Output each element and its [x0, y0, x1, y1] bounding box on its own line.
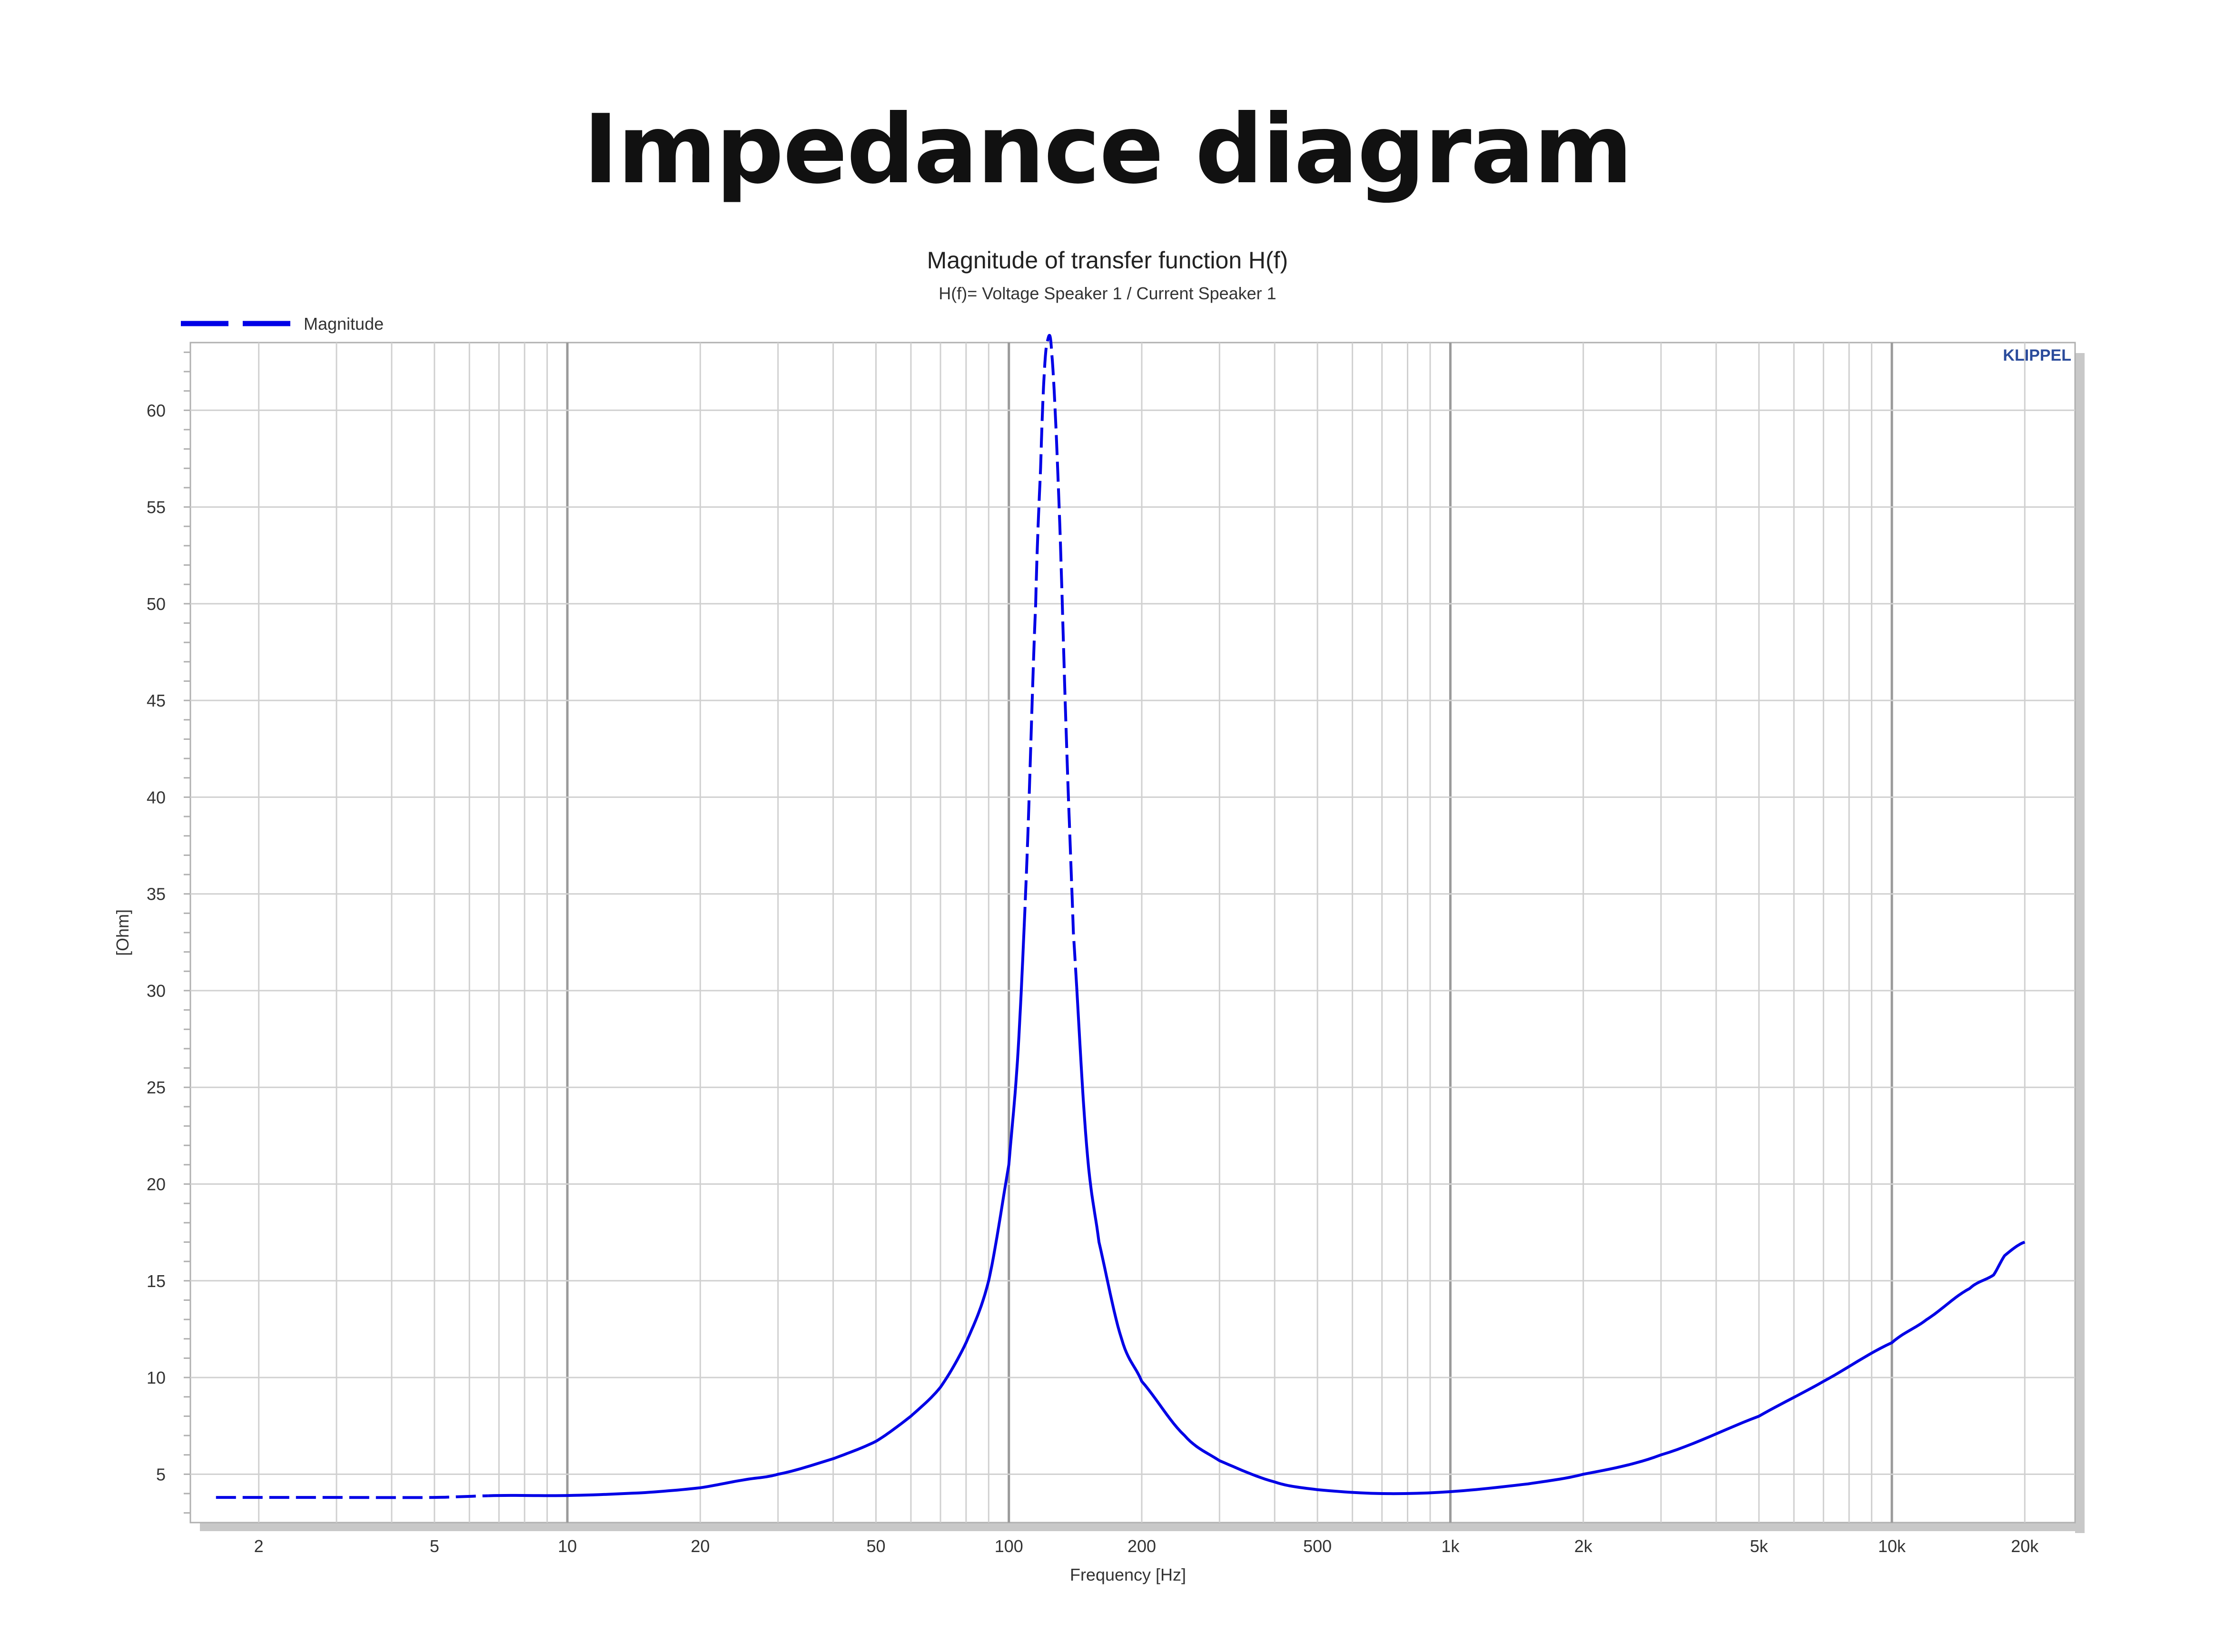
legend-label-magnitude: Magnitude — [304, 314, 384, 334]
plot-border — [189, 342, 2076, 1524]
series-magnitude-line — [488, 926, 1026, 1497]
y-tick-label: 15 — [147, 1271, 166, 1291]
legend: Magnitude — [181, 314, 384, 334]
x-tick-label: 20k — [2011, 1536, 2039, 1556]
y-tick-labels: 5 10 15 20 25 30 35 40 45 50 55 60 — [147, 401, 166, 1484]
x-tick-label: 5 — [430, 1536, 439, 1556]
minor-ticks — [184, 351, 190, 1514]
y-tick-label: 20 — [147, 1175, 166, 1194]
y-tick-label: 5 — [156, 1465, 166, 1484]
series-magnitude-line — [1075, 987, 2026, 1495]
x-tick-label: 10 — [558, 1536, 577, 1556]
y-axis-label: [Ohm] — [113, 909, 132, 956]
chart-subtitle: H(f)= Voltage Speaker 1 / Current Speake… — [939, 284, 1276, 303]
y-tick-label: 30 — [147, 981, 166, 1001]
series-magnitude-dashed — [216, 1494, 488, 1499]
x-tick-label: 5k — [1750, 1536, 1769, 1556]
grid-lines — [190, 343, 2075, 1523]
x-tick-label: 1k — [1441, 1536, 1460, 1556]
y-tick-label: 55 — [147, 498, 166, 517]
x-tick-label: 200 — [1127, 1536, 1156, 1556]
klippel-brand: KLIPPEL — [2003, 346, 2071, 364]
x-tick-label: 20 — [691, 1536, 710, 1556]
series-layer — [216, 334, 2026, 1499]
y-tick-label: 45 — [147, 691, 166, 710]
x-tick-label: 2k — [1574, 1536, 1593, 1556]
y-tick-label: 10 — [147, 1368, 166, 1387]
y-tick-label: 25 — [147, 1078, 166, 1097]
page-title: Impedance diagram — [583, 94, 1633, 205]
plot-shadow — [200, 353, 2085, 1533]
plot-area — [189, 342, 2076, 1524]
x-tick-label: 50 — [866, 1536, 885, 1556]
plot-shadow-bottom — [200, 1523, 2085, 1531]
x-tick-label: 10k — [1878, 1536, 1906, 1556]
x-tick-label: 500 — [1303, 1536, 1332, 1556]
y-tick-label: 60 — [147, 401, 166, 420]
x-tick-labels: 2 5 10 20 50 100 200 500 1k 2k 5k 10k 20k — [254, 1536, 2039, 1556]
x-axis-label: Frequency [Hz] — [1070, 1565, 1186, 1584]
y-tick-label: 40 — [147, 787, 166, 807]
chart-title: Magnitude of transfer function H(f) — [927, 247, 1288, 274]
plot-shadow-right — [2075, 353, 2085, 1533]
x-tick-label: 2 — [254, 1536, 264, 1556]
y-tick-label: 50 — [147, 594, 166, 614]
y-tick-label: 35 — [147, 885, 166, 904]
x-tick-label: 100 — [995, 1536, 1023, 1556]
